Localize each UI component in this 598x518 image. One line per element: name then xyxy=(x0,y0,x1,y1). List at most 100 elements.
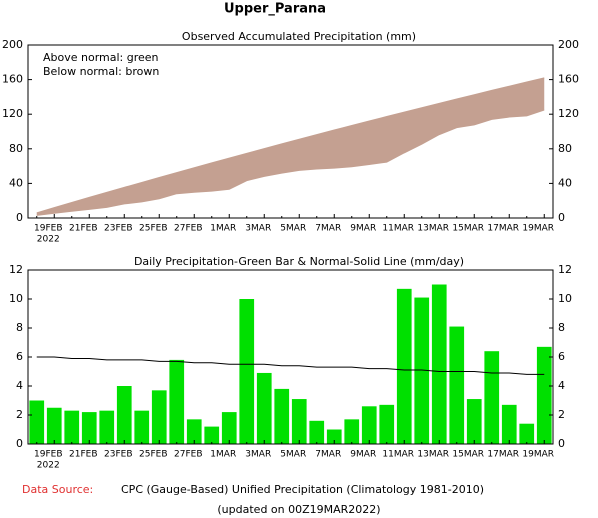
bar xyxy=(309,420,325,444)
bar xyxy=(379,404,395,444)
plot-frame xyxy=(27,44,554,219)
y-tick-label: 40 xyxy=(558,176,572,189)
x-tick-label: 21FEB xyxy=(69,450,98,460)
source-label: Data Source: xyxy=(22,483,93,496)
annotation: Above normal: green xyxy=(43,51,159,64)
x-tick-label: 25FEB xyxy=(139,224,168,234)
bar xyxy=(81,412,97,444)
bar xyxy=(169,359,185,444)
y-tick-label: 12 xyxy=(558,263,572,276)
y-tick-label: 12 xyxy=(9,263,23,276)
y-tick-label: 8 xyxy=(16,321,23,334)
bar xyxy=(116,386,132,444)
bar xyxy=(274,388,290,444)
y-tick-label: 6 xyxy=(558,350,565,363)
bar xyxy=(64,410,80,444)
x-tick-label: 5MAR xyxy=(280,450,306,460)
x-tick-label: 19MAR xyxy=(522,224,554,234)
bar xyxy=(186,419,202,444)
x-tick-label: 23FEB xyxy=(104,450,133,460)
y-tick-label: 40 xyxy=(9,176,23,189)
x-tick-label: 11MAR xyxy=(382,450,414,460)
y-tick-label: 4 xyxy=(558,379,565,392)
bar xyxy=(256,372,272,444)
source-text: CPC (Gauge-Based) Unified Precipitation … xyxy=(121,483,484,496)
bar xyxy=(449,326,465,444)
bar xyxy=(484,351,500,444)
bar xyxy=(46,407,62,444)
y-tick-label: 10 xyxy=(9,292,23,305)
x-tick-label: 25FEB xyxy=(139,450,168,460)
x-tick-label: 1MAR xyxy=(210,450,236,460)
y-tick-label: 10 xyxy=(558,292,572,305)
year-label: 2022 xyxy=(37,235,60,245)
y-tick-label: 200 xyxy=(2,38,23,51)
bar xyxy=(536,346,552,444)
x-tick-label: 15MAR xyxy=(452,224,484,234)
bar xyxy=(291,399,307,444)
x-tick-label: 7MAR xyxy=(315,224,341,234)
normal-accum-edge xyxy=(36,77,545,214)
y-tick-label: 2 xyxy=(16,408,23,421)
x-tick-label: 1MAR xyxy=(210,224,236,234)
bar xyxy=(361,406,377,444)
y-tick-label: 0 xyxy=(16,211,23,224)
y-tick-label: 0 xyxy=(16,437,23,450)
panel-title: Observed Accumulated Precipitation (mm) xyxy=(182,30,416,43)
bar xyxy=(326,429,342,444)
x-tick-label: 7MAR xyxy=(315,450,341,460)
x-tick-label: 13MAR xyxy=(417,450,449,460)
y-tick-label: 120 xyxy=(2,107,23,120)
panel-title: Daily Precipitation-Green Bar & Normal-S… xyxy=(134,255,464,268)
y-tick-label: 200 xyxy=(558,38,579,51)
bar xyxy=(204,426,220,444)
y-tick-label: 0 xyxy=(558,211,565,224)
bar xyxy=(414,297,430,444)
bar xyxy=(99,410,115,444)
x-tick-label: 19FEB xyxy=(34,450,63,460)
x-tick-label: 27FEB xyxy=(174,450,203,460)
observed-accum-edge xyxy=(36,109,545,216)
x-tick-label: 17MAR xyxy=(487,450,519,460)
year-label: 2022 xyxy=(37,461,60,471)
x-tick-label: 9MAR xyxy=(350,450,376,460)
bar xyxy=(501,404,517,444)
x-tick-label: 21FEB xyxy=(69,224,98,234)
x-tick-label: 9MAR xyxy=(350,224,376,234)
bar xyxy=(151,390,167,444)
bar xyxy=(239,299,255,444)
y-tick-label: 8 xyxy=(558,321,565,334)
x-tick-label: 23FEB xyxy=(104,224,133,234)
below-normal-area xyxy=(36,77,545,216)
bar xyxy=(221,412,237,444)
x-tick-label: 19MAR xyxy=(522,450,554,460)
bar xyxy=(431,284,447,444)
x-tick-label: 19FEB xyxy=(34,224,63,234)
x-tick-label: 3MAR xyxy=(245,450,271,460)
x-tick-label: 11MAR xyxy=(382,224,414,234)
page-title: Upper_Parana xyxy=(224,2,326,17)
y-tick-label: 120 xyxy=(558,107,579,120)
x-tick-label: 15MAR xyxy=(452,450,484,460)
normal-line xyxy=(36,356,545,375)
y-tick-label: 80 xyxy=(558,142,572,155)
x-tick-label: 13MAR xyxy=(417,224,449,234)
bar xyxy=(29,400,45,444)
bar xyxy=(396,288,412,444)
x-tick-label: 17MAR xyxy=(487,224,519,234)
bar xyxy=(134,410,150,444)
annotation: Below normal: brown xyxy=(43,65,159,78)
y-tick-label: 160 xyxy=(2,73,23,86)
y-tick-label: 2 xyxy=(558,408,565,421)
x-tick-label: 3MAR xyxy=(245,224,271,234)
y-tick-label: 160 xyxy=(558,73,579,86)
x-tick-label: 27FEB xyxy=(174,224,203,234)
updated-note: (updated on 00Z19MAR2022) xyxy=(217,503,380,516)
y-tick-label: 4 xyxy=(16,379,23,392)
bar xyxy=(466,399,482,444)
y-tick-label: 80 xyxy=(9,142,23,155)
x-tick-label: 5MAR xyxy=(280,224,306,234)
bar xyxy=(344,419,360,444)
